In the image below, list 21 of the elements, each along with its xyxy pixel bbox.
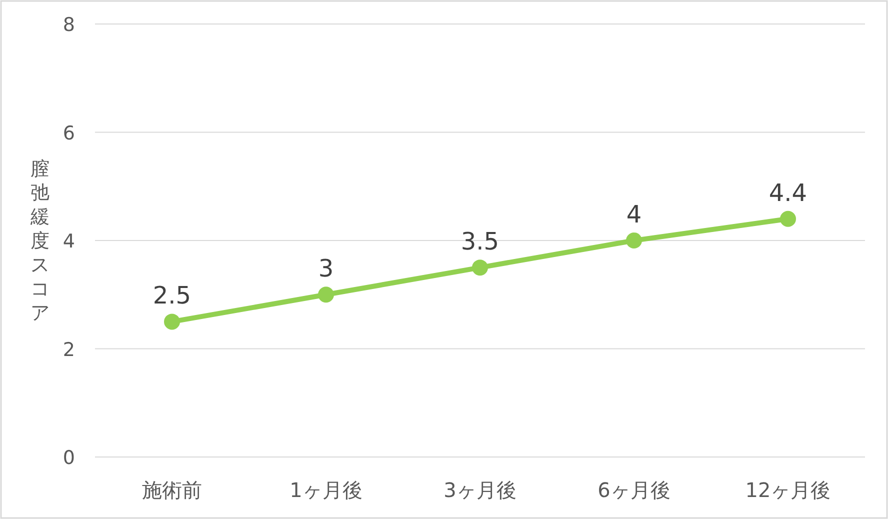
data-label: 2.5 bbox=[152, 282, 192, 310]
y-tick-label: 8 bbox=[62, 14, 75, 36]
x-tick-label: 3ヶ月後 bbox=[444, 478, 516, 502]
data-label: 3 bbox=[318, 254, 334, 283]
x-tick-label: 12ヶ月後 bbox=[745, 478, 831, 502]
point bbox=[780, 210, 796, 227]
y-tick-label: 6 bbox=[62, 122, 75, 144]
point bbox=[472, 260, 488, 276]
data-label: 4.4 bbox=[768, 178, 808, 207]
point bbox=[626, 232, 642, 248]
x-tick-label: 1ヶ月後 bbox=[290, 478, 362, 502]
x-tick-label: 施術前 bbox=[142, 478, 202, 502]
x-tick-label: 6ヶ月後 bbox=[598, 478, 670, 502]
data-label: 4 bbox=[626, 200, 642, 228]
data-label: 3.5 bbox=[460, 228, 500, 256]
y-tick-label: 0 bbox=[62, 447, 75, 469]
y-tick-label: 2 bbox=[62, 338, 75, 361]
y-tick-label: 4 bbox=[62, 230, 75, 252]
point bbox=[318, 286, 334, 303]
point bbox=[164, 314, 180, 330]
y-axis-title: 膣弛緩度スコア bbox=[30, 158, 50, 324]
